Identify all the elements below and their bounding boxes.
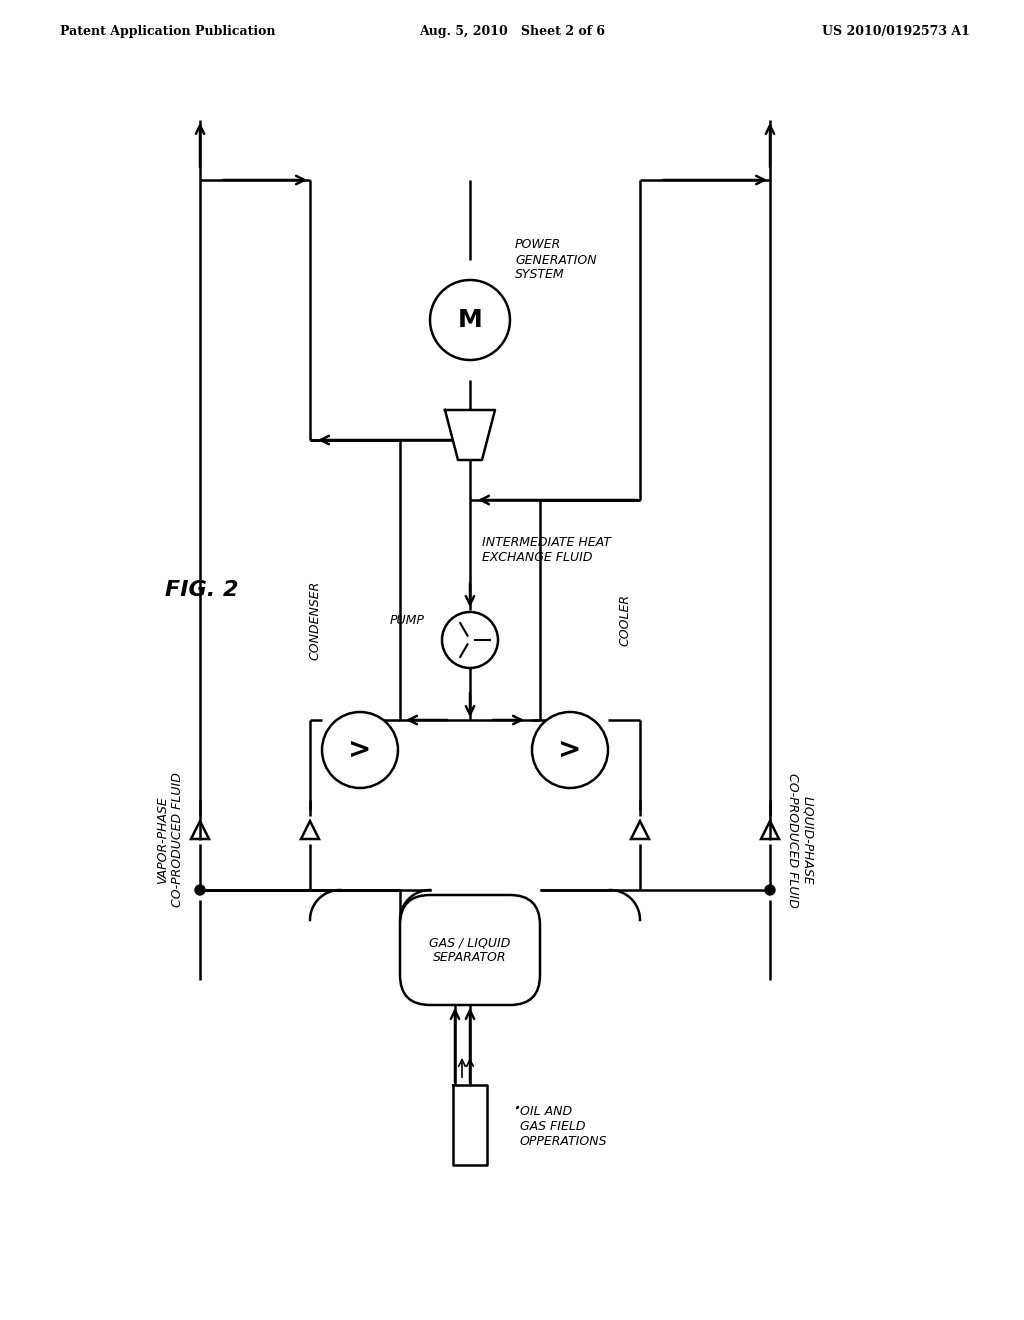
Text: >: > (558, 737, 582, 764)
Text: INTERMEDIATE HEAT
EXCHANGE FLUID: INTERMEDIATE HEAT EXCHANGE FLUID (482, 536, 611, 564)
Text: POWER
GENERATION
SYSTEM: POWER GENERATION SYSTEM (515, 239, 597, 281)
Text: LIQUID-PHASE
CO-PRODUCED FLUID: LIQUID-PHASE CO-PRODUCED FLUID (786, 772, 814, 907)
Text: Patent Application Publication: Patent Application Publication (60, 25, 275, 38)
Text: OIL AND
GAS FIELD
OPPERATIONS: OIL AND GAS FIELD OPPERATIONS (520, 1105, 607, 1148)
Text: COOLER: COOLER (618, 594, 632, 645)
Circle shape (442, 612, 498, 668)
Text: GAS / LIQUID
SEPARATOR: GAS / LIQUID SEPARATOR (429, 936, 511, 964)
Polygon shape (453, 1085, 487, 1166)
Text: VAPOR-PHASE
CO-PRODUCED FLUID: VAPOR-PHASE CO-PRODUCED FLUID (156, 772, 184, 907)
Circle shape (765, 884, 775, 895)
Text: PUMP: PUMP (390, 614, 425, 627)
Circle shape (195, 884, 205, 895)
Text: M: M (458, 308, 482, 333)
Text: CONDENSER: CONDENSER (308, 581, 322, 660)
FancyBboxPatch shape (400, 895, 540, 1005)
Ellipse shape (430, 280, 510, 360)
Text: >: > (348, 737, 372, 764)
Polygon shape (445, 411, 495, 459)
Circle shape (532, 711, 608, 788)
Text: US 2010/0192573 A1: US 2010/0192573 A1 (822, 25, 970, 38)
Text: Aug. 5, 2010   Sheet 2 of 6: Aug. 5, 2010 Sheet 2 of 6 (419, 25, 605, 38)
Text: FIG. 2: FIG. 2 (165, 579, 239, 601)
Circle shape (322, 711, 398, 788)
